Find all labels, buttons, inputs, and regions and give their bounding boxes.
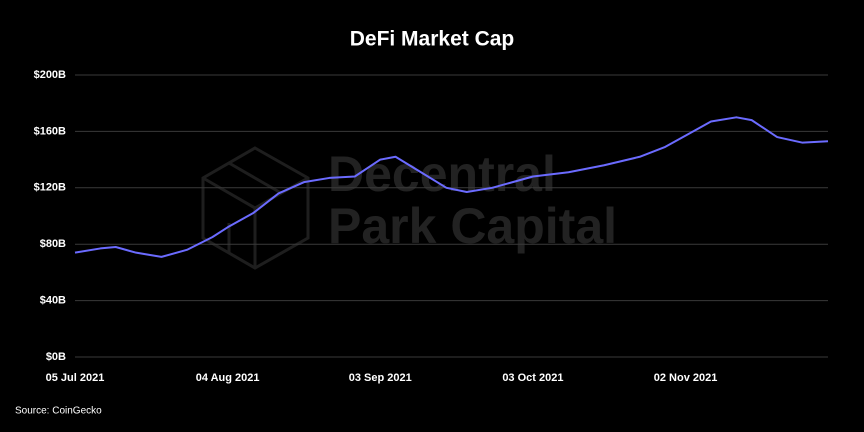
y-tick-label: $160B: [34, 125, 66, 137]
x-tick-label: 02 Nov 2021: [654, 372, 718, 384]
x-tick-label: 04 Aug 2021: [196, 372, 260, 384]
watermark-text: Decentral: [328, 146, 556, 202]
x-tick-label: 05 Jul 2021: [46, 372, 105, 384]
chart-title: DeFi Market Cap: [350, 28, 515, 51]
x-tick-label: 03 Oct 2021: [502, 372, 563, 384]
y-tick-label: $120B: [34, 182, 66, 194]
watermark-text: Park Capital: [328, 198, 617, 254]
x-tick-label: 03 Sep 2021: [349, 372, 412, 384]
source: Source: CoinGecko: [15, 406, 102, 417]
y-tick-label: $0B: [46, 351, 66, 363]
data-line: [74, 116, 829, 258]
y-tick-label: $80B: [40, 238, 66, 250]
y-tick-label: $200B: [34, 69, 66, 81]
y-tick-label: $40B: [40, 295, 66, 307]
watermark: Decentral Park Capital: [201, 146, 617, 270]
